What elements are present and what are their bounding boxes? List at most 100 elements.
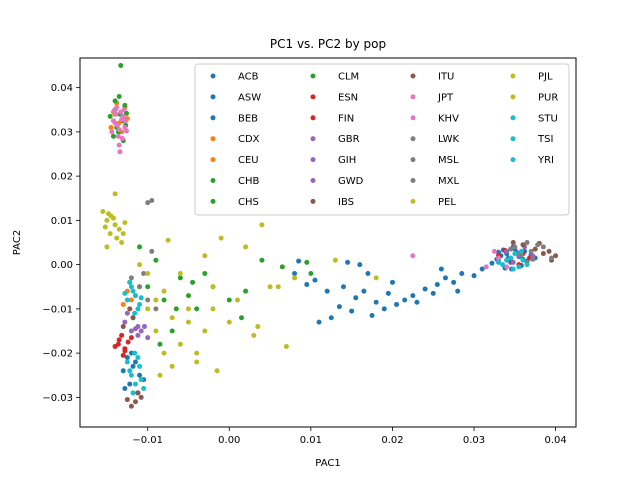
data-point-pjl — [218, 235, 224, 241]
data-point-khv — [504, 264, 510, 270]
data-point-stu — [141, 386, 147, 392]
legend-label: CHB — [238, 176, 260, 187]
data-point-mxl — [149, 248, 155, 254]
data-point-itu — [532, 246, 538, 252]
data-point-pel — [104, 217, 110, 223]
data-point-asw — [394, 301, 400, 307]
data-point-clm — [202, 270, 208, 276]
legend-marker — [410, 178, 416, 183]
data-point-stu — [138, 377, 144, 383]
data-point-gwd — [510, 259, 516, 265]
x-tick-label: 0.04 — [544, 435, 566, 446]
legend-marker — [210, 198, 216, 204]
data-point-tsi — [135, 306, 141, 312]
data-point-pjl — [165, 237, 171, 243]
data-point-tsi — [132, 293, 138, 299]
data-point-ceu — [128, 297, 134, 303]
data-point-asw — [479, 266, 485, 272]
data-point-itu — [553, 253, 559, 259]
legend-label: MXL — [438, 176, 459, 187]
data-point-ceu — [120, 301, 126, 307]
data-point-gih — [141, 324, 147, 330]
data-point-clm — [239, 315, 245, 321]
legend-marker — [410, 198, 416, 204]
data-point-gwd — [530, 253, 536, 259]
data-point-asw — [402, 297, 408, 303]
data-point-chb — [124, 110, 129, 116]
data-point-asw — [328, 315, 334, 321]
data-point-asw — [369, 313, 375, 318]
data-point-pel — [114, 235, 120, 241]
data-point-khv — [116, 142, 122, 148]
data-point-pjl — [226, 319, 232, 325]
data-point-jpt — [116, 127, 122, 133]
data-point-chb — [122, 102, 128, 108]
data-point-fin — [115, 341, 121, 347]
legend-label: CEU — [238, 155, 259, 166]
data-point-tsi — [130, 288, 136, 294]
legend-label: GIH — [338, 155, 356, 166]
legend-label: TSI — [537, 134, 553, 145]
data-point-clm — [190, 279, 196, 285]
data-point-tsi — [127, 279, 133, 285]
data-point-ibs — [120, 324, 126, 330]
legend-marker — [210, 115, 216, 121]
data-point-khv — [410, 253, 416, 259]
data-point-pjl — [169, 315, 175, 321]
data-point-pur — [153, 297, 159, 303]
legend-marker — [210, 178, 216, 183]
legend-marker — [310, 115, 316, 121]
data-point-fin — [122, 348, 128, 354]
data-point-yri — [496, 259, 501, 265]
data-point-yri — [504, 257, 510, 263]
legend-label: JPT — [437, 92, 454, 103]
data-point-clm — [153, 257, 159, 263]
legend-label: BEB — [238, 113, 258, 124]
data-point-asw — [345, 259, 351, 265]
data-point-asw — [357, 262, 363, 268]
y-axis: −0.03 −0.02 −0.01 0.00 0.01 0.02 0.03 0.04 — [42, 83, 80, 404]
data-point-gwd — [504, 248, 510, 254]
data-point-gbr — [128, 328, 134, 334]
data-point-asw — [438, 266, 444, 272]
legend-marker — [210, 157, 216, 163]
data-point-asw — [353, 295, 359, 301]
data-point-chs — [112, 98, 118, 104]
data-point-tsi — [137, 301, 143, 307]
data-point-khv — [119, 117, 125, 122]
data-point-asw — [434, 282, 440, 288]
legend-marker — [510, 94, 516, 100]
data-point-ibs — [135, 390, 141, 396]
data-point-pjl — [259, 222, 265, 228]
data-point-clm — [243, 288, 249, 294]
data-point-pjl — [292, 275, 298, 281]
data-point-mxl — [137, 284, 143, 290]
data-point-asw — [292, 270, 298, 276]
data-point-pur — [275, 284, 281, 290]
data-point-stu — [124, 359, 130, 365]
data-point-gih — [138, 328, 144, 334]
data-point-clm — [169, 328, 175, 334]
data-point-tsi — [128, 284, 134, 290]
data-point-fin — [128, 335, 134, 341]
data-point-fin — [125, 339, 131, 345]
data-point-pjl — [194, 350, 200, 356]
data-point-asw — [385, 290, 391, 296]
data-point-asw — [410, 293, 416, 299]
data-point-pel — [119, 240, 125, 245]
x-axis-label: PAC1 — [315, 458, 340, 469]
legend-label: FIN — [338, 113, 354, 124]
data-point-asw — [341, 284, 346, 290]
data-point-tsi — [132, 310, 138, 316]
data-point-ibs — [127, 306, 133, 312]
data-point-asw — [349, 308, 355, 314]
data-point-khv — [111, 108, 117, 114]
data-point-tsi — [122, 290, 128, 296]
data-point-beb — [127, 381, 133, 387]
data-point-asw — [324, 288, 330, 294]
legend-label: ACB — [238, 72, 259, 83]
x-tick-label: 0.03 — [463, 435, 485, 446]
data-point-mxl — [141, 270, 147, 276]
legend-marker — [410, 94, 416, 100]
data-point-pur — [214, 368, 220, 374]
